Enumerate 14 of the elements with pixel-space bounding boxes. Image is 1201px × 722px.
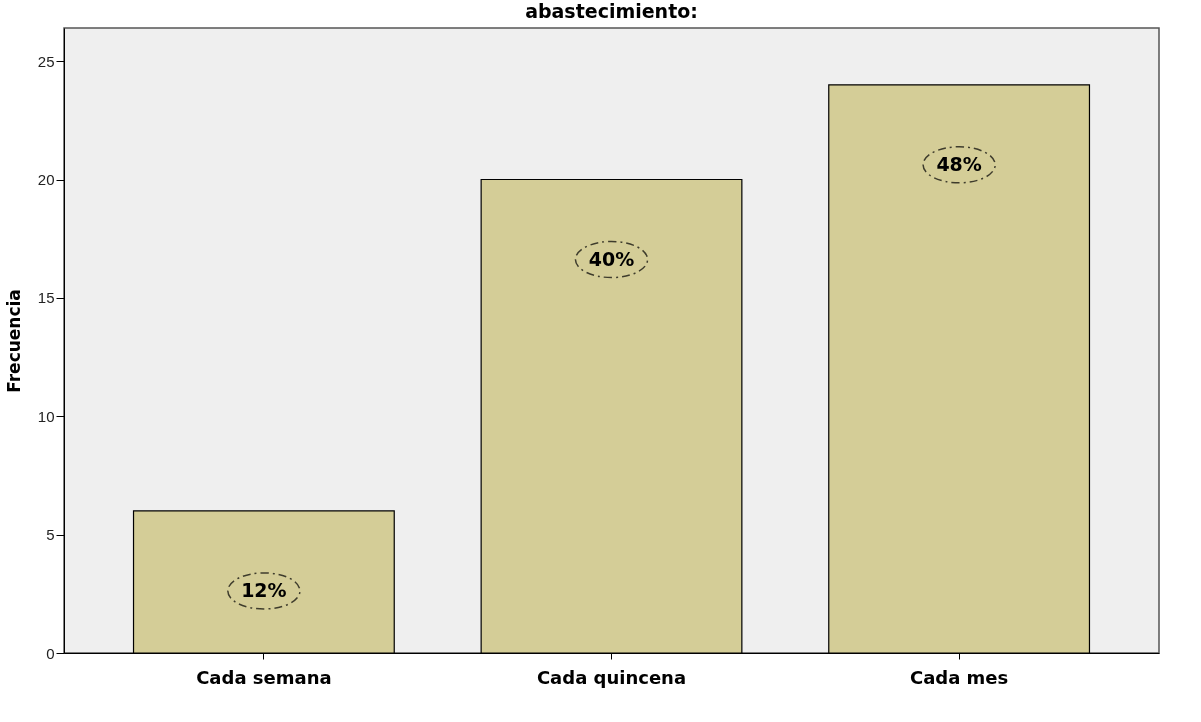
annotation: 12% [241, 578, 287, 601]
x-tick-label: Cada semana [196, 666, 332, 688]
x-tick-label: Cada quincena [536, 666, 687, 688]
y-tick-label: 25 [37, 52, 55, 70]
y-tick-label: 15 [37, 289, 55, 307]
y-tick-label: 5 [46, 526, 55, 544]
y-axis-title: Frecuencia [3, 289, 24, 393]
y-tick-label: 0 [46, 644, 55, 662]
x-tick-label: Cada mes [909, 666, 1009, 688]
y-tick-label: 10 [37, 407, 55, 425]
annotation: 40% [588, 247, 635, 270]
annotation: 48% [936, 152, 982, 175]
chart-title: abastecimiento: [525, 0, 698, 22]
y-tick-label: 20 [37, 171, 55, 189]
